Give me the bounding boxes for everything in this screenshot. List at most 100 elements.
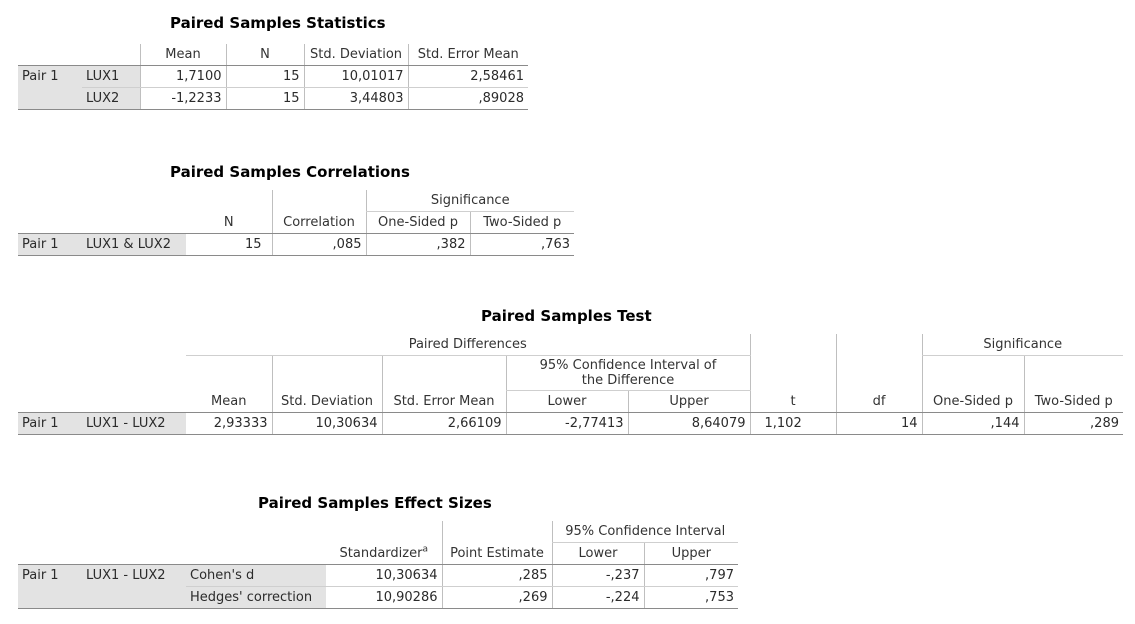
stats-mean: 1,7100 xyxy=(139,65,226,88)
test-pair-label: Pair 1 xyxy=(18,412,82,435)
test-header-lower: Lower xyxy=(505,390,628,413)
effect-upper: ,797 xyxy=(643,564,738,587)
test-header-se: Std. Error Mean xyxy=(381,390,506,413)
effect-var-label: LUX1 - LUX2 xyxy=(82,564,186,587)
stats-header-sd: Std. Deviation xyxy=(303,44,408,66)
stats-header-mean: Mean xyxy=(139,44,226,66)
test-blank-t xyxy=(749,334,836,356)
stats-header-n: N xyxy=(225,44,304,66)
effect-var-spacer xyxy=(82,586,186,609)
effect-header-upper: Upper xyxy=(643,542,738,565)
effect-corner-6 xyxy=(186,542,326,565)
effect-blank-std xyxy=(326,521,442,543)
effect-corner-4 xyxy=(18,542,82,565)
effect-header-lower: Lower xyxy=(551,542,644,565)
test-corner-3 xyxy=(18,355,82,391)
stats-n: 15 xyxy=(225,65,304,88)
effect-measure-label: Hedges' correction xyxy=(186,586,326,609)
test-corner-4 xyxy=(82,355,186,391)
stats-title: Paired Samples Statistics xyxy=(170,14,386,32)
test-header-df: df xyxy=(835,390,922,413)
corr-one-sided: ,382 xyxy=(365,233,470,256)
corr-corner-2 xyxy=(82,190,186,212)
effect-lower: -,237 xyxy=(551,564,644,587)
effect-title: Paired Samples Effect Sizes xyxy=(258,494,492,512)
table-row: Pair 1 LUX1 1,7100 15 10,01017 2,58461 xyxy=(18,65,528,88)
test-sd: 10,30634 xyxy=(271,412,382,435)
effect-table-wrap: 95% Confidence Interval Standardizera Po… xyxy=(18,521,738,609)
effect-standardizer: 10,90286 xyxy=(326,586,442,609)
corr-var-label: LUX1 & LUX2 xyxy=(82,233,186,256)
effect-pair-spacer xyxy=(18,586,82,609)
corr-n: 15 xyxy=(186,233,272,256)
effect-upper: ,753 xyxy=(643,586,738,609)
effect-header-point-estimate: Point Estimate xyxy=(441,542,552,565)
stats-var-label: LUX1 xyxy=(82,65,140,88)
effect-pair-label: Pair 1 xyxy=(18,564,82,587)
test-se: 2,66109 xyxy=(381,412,506,435)
stats-mean: -1,2233 xyxy=(139,87,226,110)
test-header-two-sided: Two-Sided p xyxy=(1023,390,1123,413)
stats-table: Mean N Std. Deviation Std. Error Mean Pa… xyxy=(18,44,528,110)
test-t: 1,102 xyxy=(749,412,836,435)
test-table-wrap: Paired Differences Significance 95% Conf… xyxy=(18,334,1123,435)
test-ci-header: 95% Confidence Interval of the Differenc… xyxy=(505,355,750,391)
effect-corner-5 xyxy=(82,542,186,565)
table-row: Pair 1 LUX1 - LUX2 2,93333 10,30634 2,66… xyxy=(18,412,1123,435)
stats-sd: 3,44803 xyxy=(303,87,408,110)
test-header-one-sided: One-Sided p xyxy=(921,390,1024,413)
stats-pair-label: Pair 1 xyxy=(18,65,82,88)
table-row: LUX2 -1,2233 15 3,44803 ,89028 xyxy=(18,87,528,110)
test-blank-df xyxy=(835,334,922,356)
test-significance-header: Significance xyxy=(921,334,1123,356)
test-corner-5 xyxy=(18,390,82,413)
stats-table-wrap: Mean N Std. Deviation Std. Error Mean Pa… xyxy=(18,44,528,110)
test-blank-two xyxy=(1023,355,1123,391)
footnote-mark: a xyxy=(422,544,428,555)
test-header-t: t xyxy=(749,390,836,413)
effect-header-standardizer-text: Standardizer xyxy=(339,545,423,561)
table-row: Hedges' correction 10,90286 ,269 -,224 ,… xyxy=(18,586,738,609)
stats-corner xyxy=(18,44,82,66)
corr-significance-header: Significance xyxy=(365,190,574,212)
test-blank-t2 xyxy=(749,355,836,391)
corr-corner-4 xyxy=(82,211,186,234)
corr-header-one-sided: One-Sided p xyxy=(365,211,470,234)
stats-sd: 10,01017 xyxy=(303,65,408,88)
stats-var-label: LUX2 xyxy=(82,87,140,110)
corr-pair-label: Pair 1 xyxy=(18,233,82,256)
test-header-sd: Std. Deviation xyxy=(271,390,382,413)
corr-two-sided: ,763 xyxy=(469,233,574,256)
effect-standardizer: 10,30634 xyxy=(326,564,442,587)
test-title: Paired Samples Test xyxy=(481,307,652,325)
test-upper: 8,64079 xyxy=(627,412,750,435)
test-table: Paired Differences Significance 95% Conf… xyxy=(18,334,1123,435)
table-row: Pair 1 LUX1 - LUX2 Cohen's d 10,30634 ,2… xyxy=(18,564,738,587)
effect-table: 95% Confidence Interval Standardizera Po… xyxy=(18,521,738,609)
corr-header-correlation: Correlation xyxy=(271,211,366,234)
stats-header-se: Std. Error Mean xyxy=(407,44,528,66)
stats-corner-2 xyxy=(82,44,140,66)
test-one-sided: ,144 xyxy=(921,412,1024,435)
corr-blank-c xyxy=(271,190,366,212)
test-corner-2 xyxy=(82,334,186,356)
effect-lower: -,224 xyxy=(551,586,644,609)
corr-header-n: N xyxy=(186,211,272,234)
test-header-upper: Upper xyxy=(627,390,750,413)
stats-se: ,89028 xyxy=(407,87,528,110)
corr-correlation: ,085 xyxy=(271,233,366,256)
effect-measure-label: Cohen's d xyxy=(186,564,326,587)
corr-blank-n xyxy=(186,190,272,212)
test-corner xyxy=(18,334,82,356)
corr-title: Paired Samples Correlations xyxy=(170,163,410,181)
test-paired-differences-header: Paired Differences xyxy=(186,334,750,356)
test-blank-sd xyxy=(271,355,382,391)
test-header-mean: Mean xyxy=(186,390,272,413)
test-blank-mean xyxy=(186,355,272,391)
test-blank-one xyxy=(921,355,1024,391)
test-lower: -2,77413 xyxy=(505,412,628,435)
stats-n: 15 xyxy=(225,87,304,110)
corr-header-two-sided: Two-Sided p xyxy=(469,211,574,234)
effect-corner-3 xyxy=(186,521,326,543)
test-df: 14 xyxy=(835,412,922,435)
